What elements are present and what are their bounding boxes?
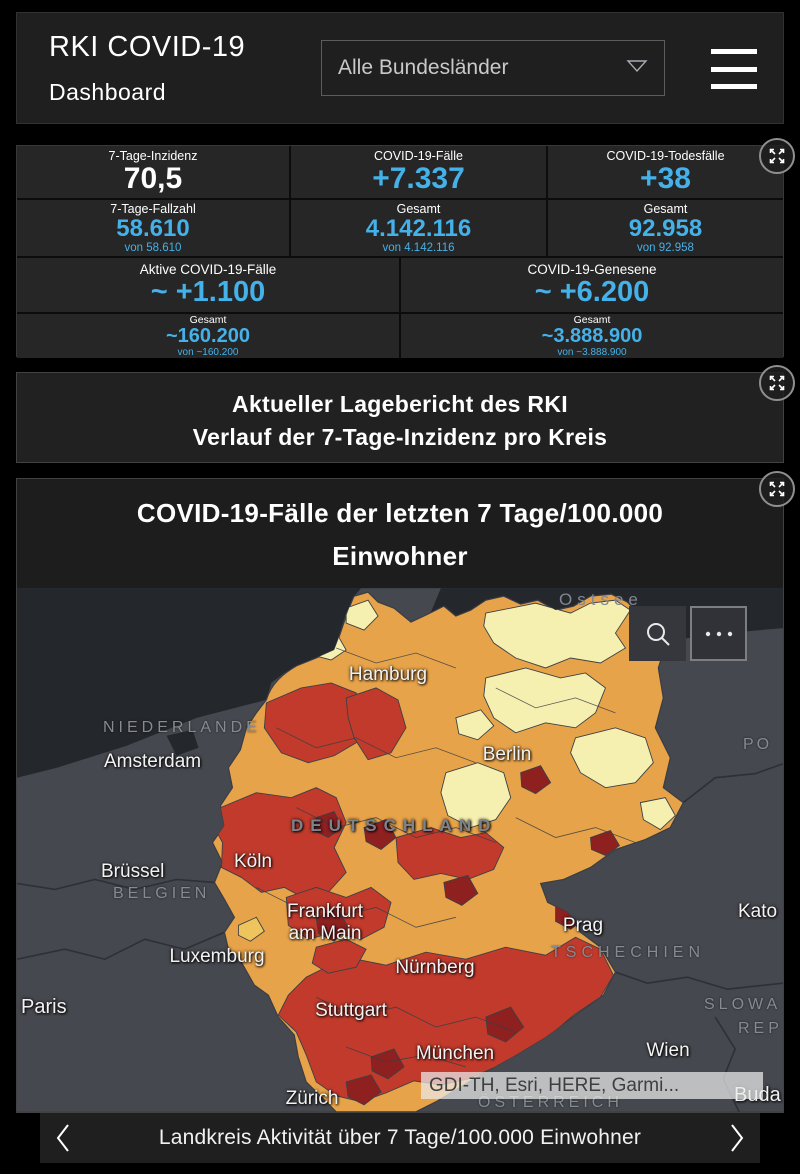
stat-subvalue: von ~3.888.900: [557, 347, 627, 358]
map-label-hamburg: Hamburg: [348, 664, 428, 685]
search-button[interactable]: [629, 606, 686, 661]
stat-tile-fallzahl-gesamt[interactable]: 7-Tage-Fallzahl 58.610 von 58.610: [17, 200, 289, 256]
stat-tile-todesfaelle[interactable]: COVID-19-Todesfälle +38: [548, 146, 783, 198]
menu-button[interactable]: [711, 49, 757, 89]
lagebericht-banner[interactable]: Aktueller Lagebericht des RKI Verlauf de…: [16, 365, 795, 463]
previous-button[interactable]: [40, 1113, 86, 1163]
stat-subvalue: von 92.958: [637, 241, 694, 254]
map-label-berlin: Berlin: [482, 744, 532, 765]
chevron-right-icon: [731, 1124, 744, 1152]
stat-tile-todesfaelle-gesamt[interactable]: Gesamt 92.958 von 92.958: [548, 200, 783, 256]
map-label-katowice: Kato: [738, 901, 778, 922]
stat-tile-inzidenz[interactable]: 7-Tage-Inzidenz 70,5: [17, 146, 289, 198]
stat-tile-faelle-gesamt[interactable]: Gesamt 4.142.116 von 4.142.116: [291, 200, 546, 256]
stat-label: 7-Tage-Inzidenz: [108, 149, 198, 164]
stat-label: COVID-19-Genesene: [527, 262, 657, 278]
stat-tile-aktive-gesamt[interactable]: Gesamt ~160.200 von ~160.200: [17, 314, 399, 358]
stat-value: ~ +1.100: [150, 276, 266, 309]
stat-tile-aktive[interactable]: Aktive COVID-19-Fälle ~ +1.100: [17, 258, 399, 312]
stat-label: Gesamt: [189, 314, 227, 326]
map-title-line1: COVID-19-Fälle der letzten 7 Tage/100.00…: [136, 498, 664, 528]
stat-value: ~ +6.200: [534, 276, 650, 309]
map-label-ostsee: Ostsee: [559, 590, 643, 609]
stat-value: 92.958: [628, 215, 703, 243]
map-label-frankfurt: Frankfurt am Main: [286, 901, 364, 944]
map-canvas[interactable]: Ostsee Hamburg NIEDERLANDE Amsterdam Ber…: [17, 588, 783, 1112]
map-label-wien: Wien: [646, 1040, 690, 1061]
map-label-prag: Prag: [562, 915, 604, 936]
map-title-line2: Einwohner: [332, 541, 468, 571]
stat-value: +7.337: [372, 162, 465, 196]
stat-value: ~3.888.900: [541, 325, 643, 347]
stat-value: ~160.200: [166, 325, 250, 347]
stat-value: +38: [640, 162, 691, 196]
app-header: RKI COVID-19 Dashboard Alle Bundesländer: [16, 12, 784, 124]
map-label-nuernberg: Nürnberg: [395, 957, 475, 978]
hamburger-icon: [711, 49, 757, 54]
map-title: COVID-19-Fälle der letzten 7 Tage/100.00…: [17, 479, 783, 578]
map-label-zuerich: Zürich: [285, 1088, 339, 1109]
map-label-tschechien: TSCHECHIEN: [551, 944, 706, 961]
app-subtitle: Dashboard: [49, 79, 167, 105]
stat-subvalue: von 58.610: [124, 241, 182, 254]
stat-label: COVID-19-Todesfälle: [606, 149, 725, 164]
map-label-slowakei-1: SLOWA: [704, 996, 782, 1013]
stat-tile-genesene-gesamt[interactable]: Gesamt ~3.888.900 von ~3.888.900: [401, 314, 783, 358]
chevron-left-icon: [56, 1124, 69, 1152]
stat-value: 70,5: [123, 162, 183, 196]
expand-arrows-icon[interactable]: [759, 365, 795, 401]
carousel-label: Landkreis Aktivität über 7 Tage/100.000 …: [158, 1126, 642, 1149]
more-options-button[interactable]: [690, 606, 747, 661]
triangle-down-icon: [626, 59, 648, 78]
stat-label: Gesamt: [396, 202, 441, 217]
stat-value: 4.142.116: [365, 215, 472, 243]
stats-panel: 7-Tage-Inzidenz 70,5 COVID-19-Fälle +7.3…: [16, 138, 795, 358]
stat-label: Gesamt: [643, 202, 688, 217]
map-toolbar: [629, 606, 747, 661]
map-label-koeln: Köln: [233, 851, 273, 872]
map-label-bruessel: Brüssel: [101, 861, 165, 882]
map-label-belgien: BELGIEN: [113, 885, 211, 902]
stat-label: 7-Tage-Fallzahl: [110, 202, 196, 217]
stat-tile-genesene[interactable]: COVID-19-Genesene ~ +6.200: [401, 258, 783, 312]
stat-tile-faelle[interactable]: COVID-19-Fälle +7.337: [291, 146, 546, 198]
app-title: RKI COVID-19: [49, 31, 246, 63]
map-label-paris: Paris: [21, 996, 67, 1018]
bundesland-selector-value: Alle Bundesländer: [338, 56, 509, 79]
expand-arrows-icon[interactable]: [759, 138, 795, 174]
map-attribution: GDI-TH, Esri, HERE, Garmi...: [421, 1072, 763, 1099]
banner-line2: Verlauf der 7-Tage-Inzidenz pro Kreis: [192, 424, 608, 450]
map-label-amsterdam: Amsterdam: [104, 751, 202, 772]
stats-grid-top: 7-Tage-Inzidenz 70,5 COVID-19-Fälle +7.3…: [17, 146, 783, 256]
stat-subvalue: von ~160.200: [177, 347, 239, 358]
banner-line1: Aktueller Lagebericht des RKI: [232, 391, 568, 417]
ellipsis-icon: [705, 631, 732, 636]
stat-subvalue: von 4.142.116: [382, 241, 455, 254]
map-label-luxemburg: Luxemburg: [169, 946, 265, 967]
map-label-slowakei-2: REP: [738, 1020, 783, 1037]
map-label-polen: PO: [743, 736, 773, 753]
stat-label: Aktive COVID-19-Fälle: [139, 262, 277, 278]
map-label-niederlande: NIEDERLANDE: [103, 719, 261, 736]
stat-label: COVID-19-Fälle: [374, 149, 463, 164]
map-label-stuttgart: Stuttgart: [315, 1000, 387, 1021]
stat-label: Gesamt: [573, 314, 611, 326]
next-button[interactable]: [714, 1113, 760, 1163]
bottom-carousel-bar: Landkreis Aktivität über 7 Tage/100.000 …: [40, 1113, 760, 1163]
map-panel: COVID-19-Fälle der letzten 7 Tage/100.00…: [16, 471, 795, 1113]
bundesland-selector[interactable]: Alle Bundesländer: [321, 40, 665, 96]
magnifier-icon: [646, 622, 670, 646]
choropleth-map: [17, 588, 783, 1112]
expand-arrows-icon[interactable]: [759, 471, 795, 507]
stats-grid-bottom: Aktive COVID-19-Fälle ~ +1.100 COVID-19-…: [17, 258, 783, 358]
stat-value: 58.610: [116, 215, 190, 243]
map-label-deutschland: DEUTSCHLAND: [291, 816, 498, 835]
map-label-muenchen: München: [415, 1043, 495, 1064]
